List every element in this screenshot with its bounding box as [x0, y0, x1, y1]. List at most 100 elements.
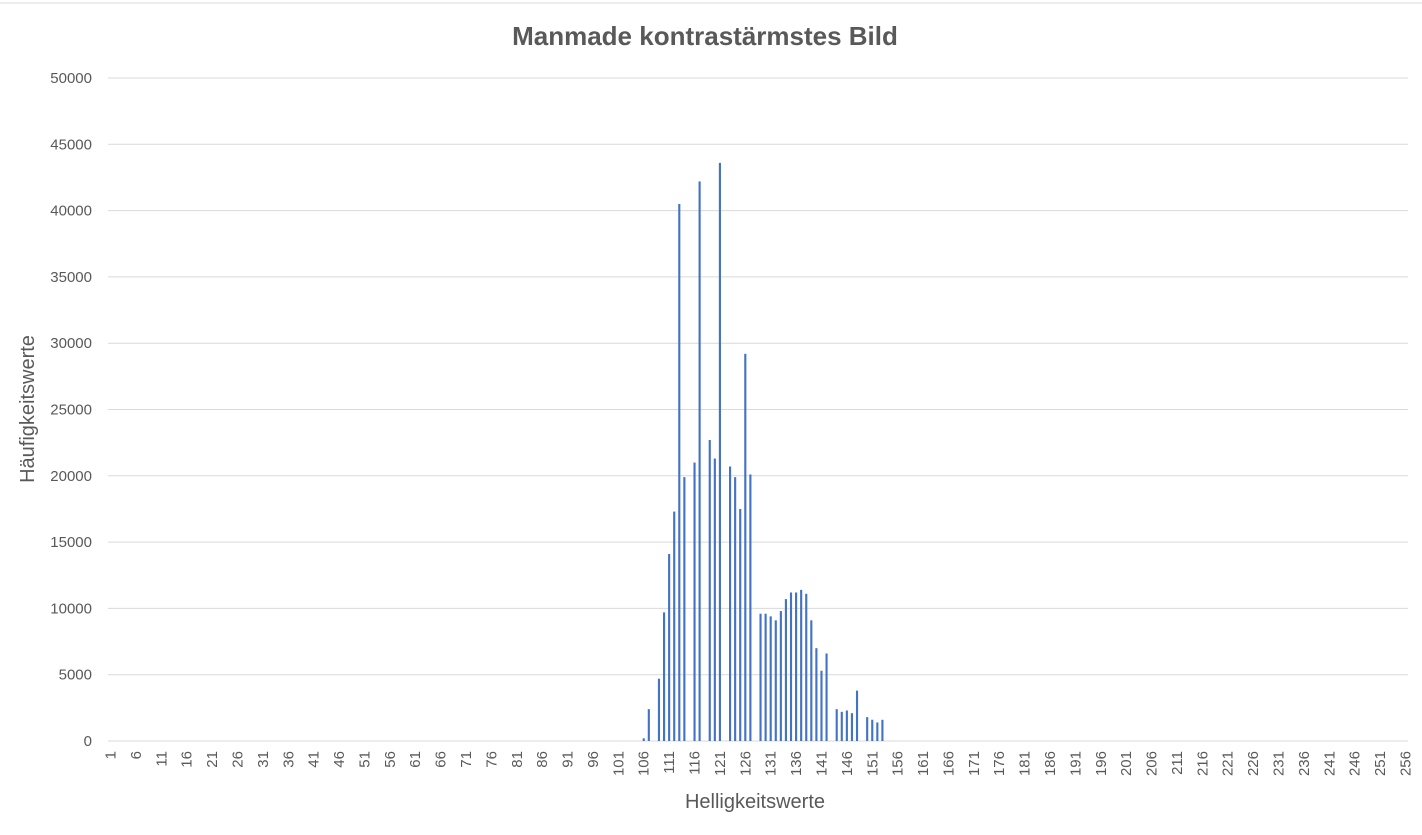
x-tick-label: 101: [610, 751, 627, 776]
histogram-bar: [784, 599, 787, 741]
x-tick-label: 141: [813, 751, 830, 776]
histogram-bar: [820, 670, 823, 741]
histogram-bar: [789, 592, 793, 741]
x-tick-label: 181: [1017, 751, 1034, 776]
histogram-bar: [739, 508, 742, 741]
y-tick-label: 35000: [50, 269, 92, 286]
x-tick-label: 206: [1144, 751, 1161, 776]
histogram-bar: [678, 203, 681, 742]
x-tick-label: 211: [1169, 751, 1186, 775]
x-tick-label: 146: [839, 751, 856, 776]
x-tick-label: 26: [229, 751, 246, 768]
x-tick-label: 216: [1194, 751, 1211, 776]
x-tick-label: 171: [966, 751, 983, 776]
x-tick-label: 226: [1245, 751, 1262, 776]
x-tick-label: 1: [103, 751, 120, 759]
histogram-bar: [825, 653, 828, 741]
x-tick-label: 81: [509, 751, 526, 768]
histogram-bar: [845, 710, 848, 741]
x-tick-label: 86: [534, 751, 551, 768]
x-tick-label: 161: [915, 751, 932, 776]
gridlines: [108, 77, 1408, 742]
histogram-bar: [759, 613, 762, 741]
histogram-bar: [734, 477, 737, 741]
x-tick-label: 156: [890, 751, 907, 776]
y-tick-label: 45000: [50, 136, 92, 153]
x-axis-tick-labels: 1 6 11 16 21 26 31 36 41 46 51 56 61 66 71 76 81 86 91 96 10…: [103, 751, 1415, 776]
histogram-bar: [657, 678, 661, 741]
y-tick-label: 40000: [50, 203, 92, 220]
x-tick-label: 186: [1042, 751, 1059, 776]
chart-title: Manmade kontrastärmstes Bild: [512, 21, 898, 51]
x-tick-label: 166: [940, 751, 957, 776]
x-tick-label: 56: [382, 751, 399, 768]
x-tick-label: 256: [1397, 751, 1414, 776]
histogram-bar: [840, 711, 843, 741]
histogram-bar: [774, 620, 777, 741]
y-axis-tick-labels: 0 5000 10000 15000 20000 25000 30000 35000 40000…: [50, 70, 92, 750]
x-tick-label: 191: [1067, 751, 1084, 776]
histogram-bar: [876, 722, 879, 741]
x-tick-label: 76: [483, 751, 500, 768]
histogram-bar: [729, 466, 732, 741]
x-axis-title: Helligkeitswerte: [685, 791, 825, 813]
x-tick-label: 16: [179, 751, 196, 768]
x-tick-label: 241: [1321, 751, 1338, 776]
y-tick-label: 20000: [50, 468, 92, 485]
histogram-bar: [698, 181, 701, 741]
x-tick-label: 131: [763, 751, 780, 776]
y-tick-label: 25000: [50, 402, 92, 419]
x-tick-label: 11: [153, 751, 170, 767]
histogram-bar: [749, 474, 752, 741]
y-tick-label: 0: [84, 733, 92, 750]
histogram-bar: [779, 611, 782, 741]
histogram-bar: [708, 440, 711, 741]
x-tick-label: 21: [204, 751, 221, 768]
x-tick-label: 196: [1093, 751, 1110, 776]
histogram-bar: [810, 620, 813, 741]
histogram-bar: [673, 511, 676, 741]
histogram-bar: [815, 648, 818, 741]
x-tick-label: 126: [737, 751, 754, 776]
x-tick-label: 111: [661, 751, 678, 774]
histogram-bar: [805, 593, 808, 741]
y-axis-title: Häufigkeitswerte: [17, 335, 39, 483]
histogram-bars: [642, 162, 884, 742]
histogram-bar: [881, 719, 884, 741]
y-tick-label: 50000: [50, 70, 92, 87]
x-tick-label: 66: [433, 751, 450, 768]
x-tick-label: 61: [407, 751, 424, 768]
histogram-bar: [693, 462, 696, 741]
x-tick-label: 51: [356, 751, 373, 768]
histogram-bar: [835, 709, 838, 741]
histogram-bar: [647, 709, 650, 741]
x-tick-label: 116: [687, 751, 704, 775]
histogram-bar: [764, 613, 767, 741]
x-tick-label: 121: [712, 751, 729, 776]
x-tick-label: 41: [306, 751, 323, 768]
x-tick-label: 71: [458, 751, 475, 768]
x-tick-label: 46: [331, 751, 348, 768]
histogram-bar: [718, 162, 721, 742]
y-tick-label: 10000: [50, 600, 92, 617]
x-tick-label: 251: [1372, 751, 1389, 776]
histogram-bar: [795, 592, 798, 741]
histogram-bar: [668, 554, 671, 741]
x-tick-label: 106: [636, 751, 653, 776]
histogram-bar: [871, 719, 874, 741]
x-tick-label: 96: [585, 751, 602, 768]
histogram-bar: [642, 738, 645, 741]
histogram-bar: [713, 458, 716, 741]
histogram-bar: [769, 616, 772, 741]
x-tick-label: 136: [788, 751, 805, 776]
x-tick-label: 246: [1347, 751, 1364, 776]
histogram-bar: [850, 713, 854, 741]
histogram-bar: [744, 353, 747, 741]
x-tick-label: 176: [991, 751, 1008, 776]
histogram-bar: [662, 612, 666, 741]
x-tick-label: 221: [1220, 751, 1237, 776]
x-tick-label: 31: [255, 751, 272, 768]
x-tick-label: 6: [128, 751, 145, 759]
x-tick-label: 236: [1296, 751, 1313, 776]
